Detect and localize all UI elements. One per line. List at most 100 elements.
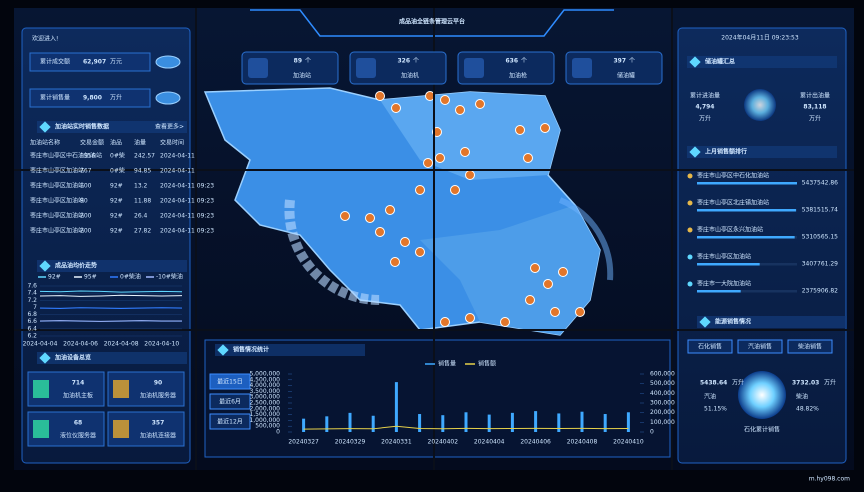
- table-cell: 枣庄市山亭区加油站: [30, 212, 84, 220]
- y-tick-label: 4,000,000: [249, 382, 280, 389]
- summary-icon: [155, 55, 181, 69]
- tank-unit: 万升: [699, 115, 711, 123]
- summary-value: 62,907: [83, 59, 106, 66]
- section-header-bg: [687, 146, 837, 158]
- summary-box: [29, 88, 151, 108]
- table-cell: 92#: [110, 213, 123, 220]
- watermark: m.hy098.com: [809, 476, 850, 483]
- table-cell: 枣庄市山亭区加油站: [30, 227, 84, 235]
- tab[interactable]: [209, 393, 251, 410]
- x-tick-label: 20240408: [567, 439, 598, 446]
- table-cell: 2024-04-11 09:23: [160, 198, 214, 205]
- section-title: 能源销售情况: [715, 318, 751, 326]
- sales-bar: [626, 412, 630, 432]
- tab[interactable]: [787, 339, 833, 354]
- summary-box: [29, 52, 151, 72]
- map-pin: [340, 211, 350, 221]
- section-title: 销售情况统计: [233, 346, 269, 354]
- y-tick-label: 6.4: [27, 325, 37, 332]
- datetime: 2024年04月11日 09:23:53: [721, 34, 799, 42]
- energy-percent: 48.82%: [796, 406, 819, 413]
- table-cell: 2024-04-11: [160, 168, 195, 175]
- map-pin: [385, 205, 395, 215]
- sales-bar: [348, 412, 352, 432]
- map-pin: [365, 213, 375, 223]
- map-pin: [575, 307, 585, 317]
- tab[interactable]: [209, 373, 251, 390]
- legend-label: 95#: [84, 274, 97, 281]
- section-title: 加油设备总览: [54, 354, 91, 362]
- tab[interactable]: [737, 339, 783, 354]
- sales-line: [303, 425, 629, 430]
- map-pin: [543, 279, 553, 289]
- y-tick-label: 2,500,000: [249, 400, 280, 407]
- map-pin: [523, 153, 533, 163]
- rank-name: 枣庄市山亭区北庄镇加油站: [697, 199, 769, 207]
- section-header-bg: [215, 344, 365, 356]
- sales-bar: [487, 414, 491, 432]
- legend-label: 0#柴油: [120, 273, 141, 281]
- y2-tick-label: 200,000: [650, 409, 675, 416]
- tab[interactable]: [687, 339, 733, 354]
- x-tick-label: 20240410: [613, 439, 644, 446]
- table-header: 油量: [134, 139, 146, 147]
- count-icon: [464, 58, 484, 78]
- table-header: 油品: [110, 139, 122, 147]
- table-cell: 26.4: [134, 213, 148, 220]
- y-tick-label: 3,500,000: [249, 388, 280, 395]
- map-pin: [460, 147, 470, 157]
- count-icon: [248, 58, 268, 78]
- tab-label[interactable]: 汽油销售: [748, 343, 772, 351]
- energy-unit: 万升: [732, 379, 744, 387]
- tank-unit: 万升: [809, 115, 821, 123]
- x-tick-label: 20240406: [520, 439, 551, 446]
- map-pin: [475, 99, 485, 109]
- sales-bar: [464, 412, 468, 432]
- table-cell: 2024-04-11 09:23: [160, 183, 214, 190]
- summary-unit: 万升: [110, 94, 122, 102]
- y-tick-label: 6.2: [27, 333, 37, 340]
- sales-bar: [325, 416, 329, 432]
- table-cell: 0#柴: [110, 152, 125, 160]
- tab-label[interactable]: 石化销售: [698, 343, 722, 351]
- tab-label[interactable]: 最近6月: [219, 398, 241, 406]
- summary-label: 累计销售量: [40, 94, 70, 102]
- y2-tick-label: 0: [650, 429, 654, 436]
- x-tick-label: 20240327: [288, 439, 319, 446]
- x-tick-label: 20240329: [335, 439, 366, 446]
- y-tick-label: 2,000,000: [249, 405, 280, 412]
- table-cell: 200: [80, 213, 92, 220]
- map-pin: [540, 123, 550, 133]
- map-pin: [435, 153, 445, 163]
- y-tick-label: 7: [33, 304, 37, 311]
- legend-label: 销售量: [438, 360, 456, 368]
- tab-label[interactable]: 柴油销售: [798, 343, 822, 351]
- rank-badge: [687, 281, 693, 287]
- y2-tick-label: 300,000: [650, 400, 675, 407]
- map-pin: [390, 257, 400, 267]
- rank-badge: [687, 227, 693, 233]
- table-cell: 2024-04-11 09:23: [160, 228, 214, 235]
- rank-name: 枣庄市山亭区加油站: [697, 253, 751, 261]
- device-icon: [113, 420, 129, 438]
- rank-track: [697, 290, 797, 293]
- table-header: 交易时间: [160, 139, 184, 147]
- table-cell: 94.85: [134, 168, 151, 175]
- energy-value: 3732.03: [792, 380, 819, 387]
- table-cell: 2024-04-11 09:23: [160, 213, 214, 220]
- section-icon: [39, 260, 51, 272]
- y-tick-label: 3,000,000: [249, 394, 280, 401]
- rank-bar: [697, 209, 796, 212]
- title-frame: [250, 9, 614, 37]
- energy-percent: 51.15%: [704, 406, 727, 413]
- tab[interactable]: [209, 413, 251, 430]
- tab-label[interactable]: 最近12月: [217, 418, 243, 426]
- tab-label[interactable]: 最近15日: [217, 378, 243, 386]
- table-cell: 枣庄市山亭区中石油加油站: [30, 152, 102, 160]
- map-pin: [440, 317, 450, 327]
- x-tick-label: 2024-04-06: [63, 341, 98, 348]
- map-pin: [415, 247, 425, 257]
- section-header-bg: [687, 56, 837, 68]
- more-link[interactable]: 查看更多>: [155, 123, 184, 131]
